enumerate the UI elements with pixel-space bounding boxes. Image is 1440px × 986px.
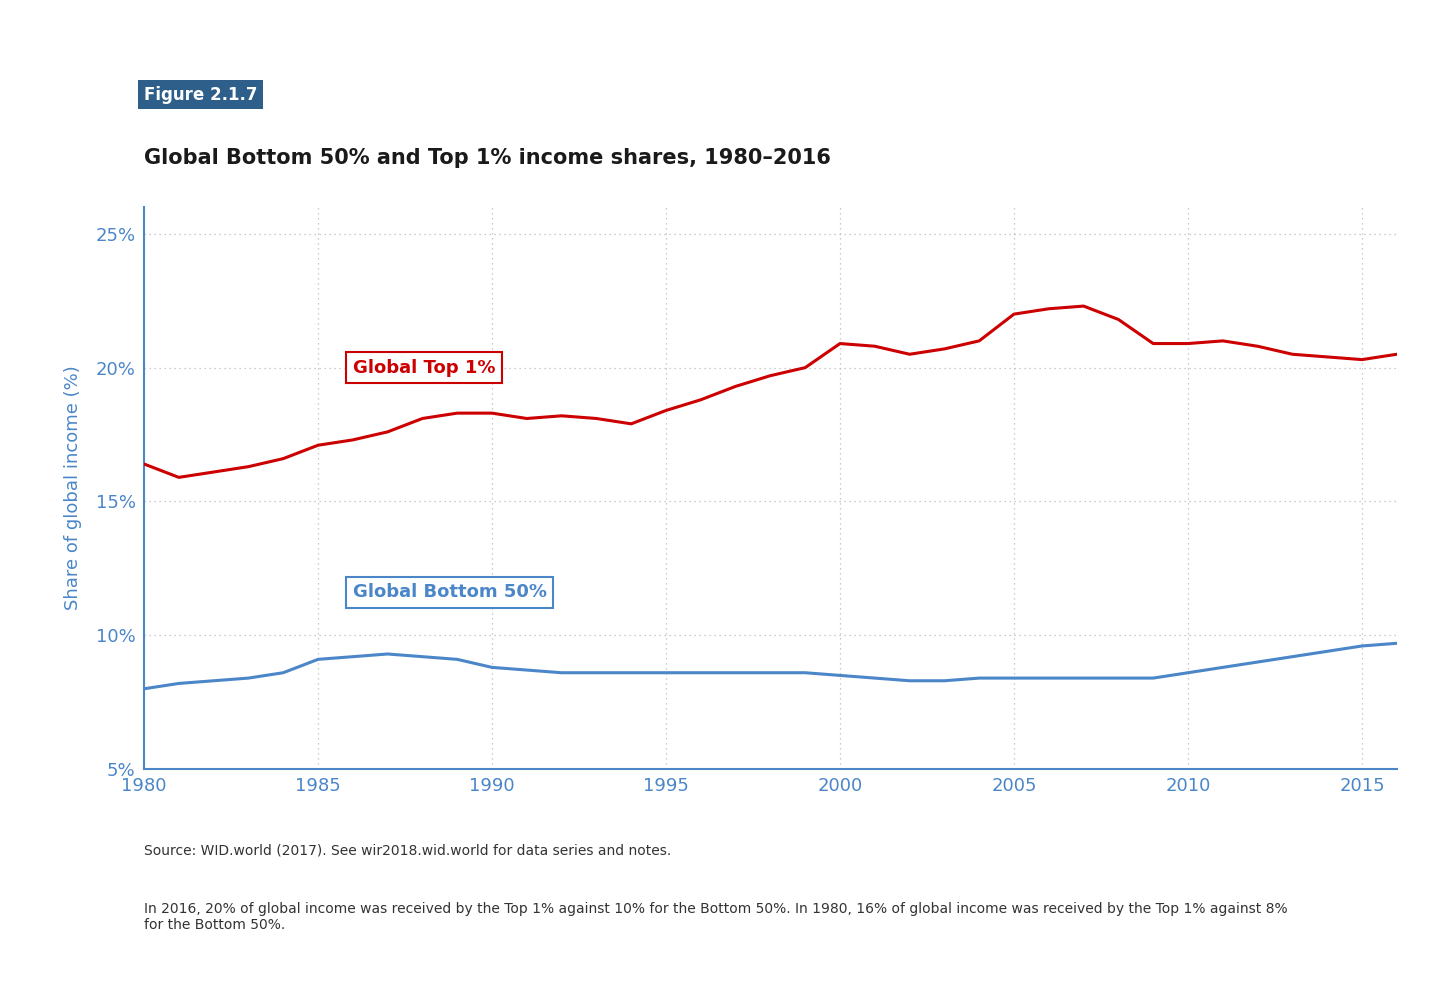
Text: Global Bottom 50% and Top 1% income shares, 1980–2016: Global Bottom 50% and Top 1% income shar… <box>144 148 831 168</box>
Text: Source: WID.world (2017). See wir2018.wid.world for data series and notes.: Source: WID.world (2017). See wir2018.wi… <box>144 843 671 857</box>
Text: Global Bottom 50%: Global Bottom 50% <box>353 584 547 601</box>
Y-axis label: Share of global income (%): Share of global income (%) <box>63 366 82 610</box>
Text: In 2016, 20% of global income was received by the Top 1% against 10% for the Bot: In 2016, 20% of global income was receiv… <box>144 902 1287 933</box>
Text: Figure 2.1.7: Figure 2.1.7 <box>144 86 258 104</box>
Text: Global Top 1%: Global Top 1% <box>353 359 495 377</box>
